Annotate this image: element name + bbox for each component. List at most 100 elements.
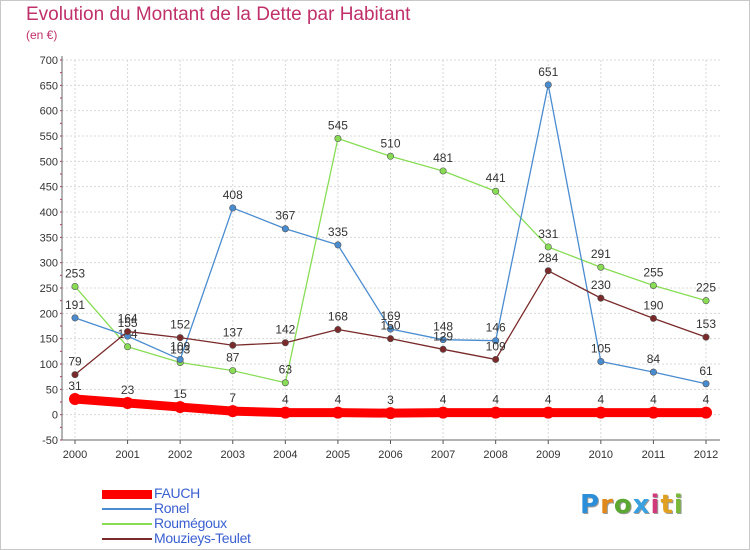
point-fauch — [121, 397, 134, 410]
data-label-fauch: 4 — [440, 393, 447, 407]
data-label-mouzieys-teulet: 79 — [68, 355, 82, 369]
data-label-fauch: 4 — [703, 393, 710, 407]
data-label-fauch: 23 — [121, 383, 135, 397]
point-ronel — [334, 241, 342, 249]
point-fauch — [647, 406, 660, 419]
data-label-ronel: 367 — [275, 209, 295, 223]
data-label-mouzieys-teulet: 153 — [696, 317, 716, 331]
point-ronel — [544, 81, 552, 89]
data-label-ronel: 146 — [486, 321, 506, 335]
data-label-mouzieys-teulet: 137 — [223, 325, 243, 339]
point-fauch — [594, 406, 607, 419]
point-ronel — [71, 314, 79, 322]
x-tick-label: 2010 — [589, 449, 613, 461]
y-tick-label: 650 — [40, 80, 58, 92]
x-tick-label: 2006 — [378, 449, 402, 461]
point-roumegoux — [386, 152, 394, 160]
data-label-mouzieys-teulet: 142 — [275, 323, 295, 337]
data-label-mouzieys-teulet: 168 — [328, 310, 348, 324]
logo-letter: x — [632, 490, 651, 520]
y-tick-label: 300 — [40, 258, 58, 270]
data-label-mouzieys-teulet: 284 — [538, 251, 558, 265]
legend-label: Mouzieys-Teulet — [154, 530, 251, 546]
data-label-mouzieys-teulet: 164 — [118, 312, 138, 326]
data-label-fauch: 7 — [229, 391, 236, 405]
logo-letter: o — [613, 490, 633, 520]
point-mouzieys-teulet — [334, 326, 342, 334]
data-label-roumegoux: 545 — [328, 119, 348, 133]
point-ronel — [281, 225, 289, 233]
data-label-ronel: 148 — [433, 320, 453, 334]
legend-swatch-ronel — [102, 508, 152, 510]
point-fauch — [69, 392, 81, 405]
data-label-ronel: 408 — [223, 188, 243, 202]
point-ronel — [229, 204, 237, 212]
data-label-mouzieys-teulet: 190 — [643, 298, 663, 312]
point-roumegoux — [124, 343, 132, 351]
data-label-ronel: 105 — [591, 341, 611, 355]
logo-letter: r — [600, 490, 614, 520]
point-roumegoux — [229, 367, 237, 375]
point-mouzieys-teulet — [281, 339, 289, 347]
y-tick-label: 150 — [40, 334, 58, 346]
y-tick-label: 600 — [40, 106, 58, 118]
point-fauch — [331, 406, 344, 419]
point-roumegoux — [439, 167, 447, 175]
y-tick-label: -50 — [42, 435, 58, 447]
y-tick-label: 100 — [40, 359, 58, 371]
point-fauch — [542, 406, 555, 419]
data-label-roumegoux: 510 — [380, 136, 400, 150]
x-tick-label: 2011 — [642, 449, 666, 461]
data-label-roumegoux: 291 — [591, 247, 611, 261]
data-label-mouzieys-teulet: 230 — [591, 278, 611, 292]
legend-swatch-roumegoux — [102, 523, 152, 525]
point-fauch — [174, 401, 187, 414]
point-ronel — [176, 355, 184, 363]
point-mouzieys-teulet — [649, 314, 657, 322]
x-tick-label: 2007 — [431, 449, 455, 461]
data-label-mouzieys-teulet: 129 — [433, 329, 453, 343]
data-label-fauch: 15 — [173, 387, 187, 401]
data-label-fauch: 4 — [650, 393, 657, 407]
point-mouzieys-teulet — [176, 334, 184, 342]
point-roumegoux — [492, 187, 500, 195]
point-mouzieys-teulet — [439, 345, 447, 353]
point-ronel — [702, 380, 710, 388]
data-label-roumegoux: 331 — [538, 227, 558, 241]
data-label-roumegoux: 441 — [486, 171, 506, 185]
data-label-mouzieys-teulet: 109 — [486, 339, 506, 353]
legend-swatch-fauch — [102, 490, 152, 499]
point-ronel — [386, 325, 394, 333]
logo-letter: i — [673, 490, 684, 520]
point-mouzieys-teulet — [544, 267, 552, 275]
y-tick-label: 700 — [40, 55, 58, 67]
point-roumegoux — [71, 282, 79, 290]
x-tick-label: 2000 — [63, 449, 87, 461]
point-mouzieys-teulet — [386, 335, 394, 343]
legend-label: Roumégoux — [154, 515, 227, 531]
point-fauch — [279, 406, 292, 419]
data-label-ronel: 169 — [380, 309, 400, 323]
x-tick-label: 2009 — [536, 449, 560, 461]
logo-letter: t — [660, 490, 674, 520]
point-fauch — [700, 406, 712, 419]
data-label-fauch: 4 — [545, 393, 552, 407]
x-tick-label: 2002 — [168, 449, 192, 461]
point-ronel — [597, 357, 605, 365]
point-mouzieys-teulet — [71, 371, 79, 379]
y-tick-label: 50 — [46, 384, 58, 396]
data-label-roumegoux: 87 — [226, 351, 240, 365]
data-label-roumegoux: 225 — [696, 281, 716, 295]
point-mouzieys-teulet — [702, 333, 710, 341]
x-tick-label: 2003 — [221, 449, 245, 461]
data-label-fauch: 3 — [387, 393, 394, 407]
x-tick-label: 2004 — [273, 449, 297, 461]
point-fauch — [384, 407, 397, 420]
data-label-ronel: 335 — [328, 225, 348, 239]
point-ronel — [439, 336, 447, 344]
point-roumegoux — [281, 379, 289, 387]
chart-subtitle: (en €) — [26, 28, 58, 42]
proxiti-logo: Proxiti — [580, 490, 684, 520]
point-mouzieys-teulet — [124, 328, 132, 336]
